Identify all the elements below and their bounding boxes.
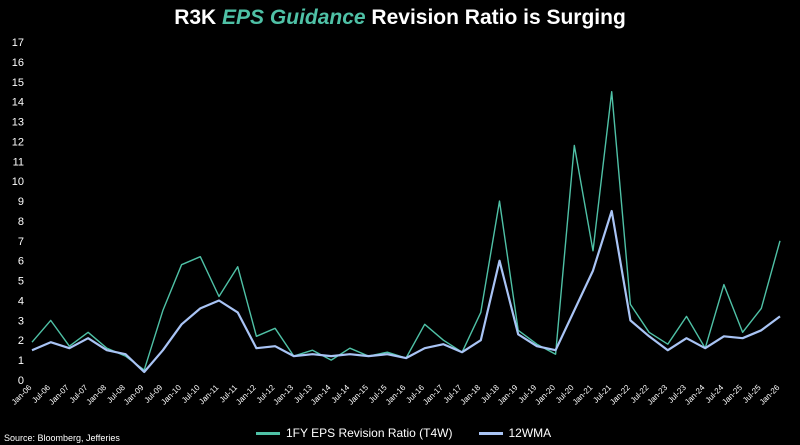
y-tick-label: 3 xyxy=(18,315,24,327)
y-tick-label: 6 xyxy=(18,256,24,268)
source-note: Source: Bloomberg, Jefferies xyxy=(4,433,120,443)
x-tick-label: Jan-22 xyxy=(608,383,632,407)
legend: 1FY EPS Revision Ratio (T4W) 12WMA xyxy=(256,426,551,440)
y-tick-label: 14 xyxy=(12,97,24,109)
legend-label-wma: 12WMA xyxy=(508,426,552,440)
title-accent: EPS Guidance xyxy=(222,6,366,29)
y-tick-label: 13 xyxy=(12,117,24,129)
x-tick-label: Jan-19 xyxy=(496,383,520,407)
x-tick-label: Jan-15 xyxy=(346,383,370,407)
legend-label-ratio: 1FY EPS Revision Ratio (T4W) xyxy=(286,426,453,440)
x-tick-label: Jan-23 xyxy=(646,383,670,407)
y-tick-label: 9 xyxy=(18,196,24,208)
y-tick-label: 2 xyxy=(18,335,24,347)
y-tick-label: 11 xyxy=(13,156,24,168)
title-suffix: Revision Ratio is Surging xyxy=(365,6,626,29)
title-prefix: R3K xyxy=(174,6,223,29)
y-tick-label: 4 xyxy=(18,295,24,307)
legend-item-wma: 12WMA xyxy=(478,426,552,440)
x-tick-label: Jan-24 xyxy=(683,383,707,407)
x-tick-label: Jan-16 xyxy=(384,383,408,407)
x-tick-label: Jan-26 xyxy=(758,383,782,407)
legend-item-ratio: 1FY EPS Revision Ratio (T4W) xyxy=(256,426,453,440)
x-tick-label: Jan-20 xyxy=(533,383,557,407)
series-line-wma xyxy=(31,209,781,374)
x-tick-label: Jan-18 xyxy=(459,383,483,407)
y-tick-label: 1 xyxy=(18,355,24,367)
x-tick-label: Jan-07 xyxy=(47,383,71,407)
x-tick-label: Jan-12 xyxy=(234,383,258,407)
y-tick-label: 10 xyxy=(12,176,24,188)
x-tick-label: Jan-10 xyxy=(159,383,183,407)
x-tick-label: Jan-09 xyxy=(122,383,146,407)
series-lines xyxy=(31,90,781,374)
y-tick-label: 15 xyxy=(12,77,24,89)
y-tick-label: 17 xyxy=(12,37,24,49)
legend-swatch-wma xyxy=(478,431,503,435)
chart-title: R3K EPS Guidance Revision Ratio is Surgi… xyxy=(0,6,800,30)
legend-swatch-ratio xyxy=(256,431,280,435)
y-tick-label: 7 xyxy=(18,236,24,248)
y-tick-label: 8 xyxy=(18,216,24,228)
series-line-ratio xyxy=(31,90,781,371)
x-axis: Jan-06Jul-06Jan-07Jul-07Jan-08Jul-08Jan-… xyxy=(10,383,782,407)
y-tick-label: 16 xyxy=(12,57,24,69)
x-tick-label: Jan-25 xyxy=(720,383,744,407)
x-tick-label: Jan-13 xyxy=(272,383,296,407)
y-tick-label: 5 xyxy=(18,276,24,288)
x-tick-label: Jan-08 xyxy=(85,383,109,407)
x-tick-label: Jan-11 xyxy=(197,383,221,407)
x-tick-label: Jan-17 xyxy=(421,383,445,407)
y-tick-label: 12 xyxy=(12,136,24,148)
x-tick-label: Jan-14 xyxy=(309,383,333,407)
x-tick-label: Jan-21 xyxy=(571,383,595,407)
y-tick-label: 0 xyxy=(18,375,24,387)
